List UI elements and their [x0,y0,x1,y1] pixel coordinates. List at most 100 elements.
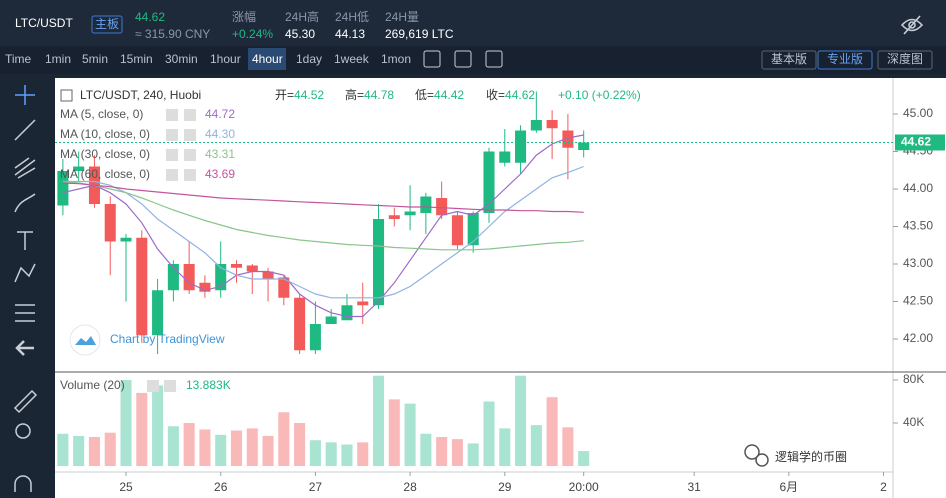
candle-body [309,324,321,351]
candle-body [152,290,164,336]
ma-settings[interactable] [166,129,178,141]
ma-legend-value: 44.30 [205,127,235,141]
ma-legend-value: 44.72 [205,107,235,121]
candle-body [325,316,337,324]
candle-body [420,196,432,213]
pattern-tool[interactable] [14,263,36,283]
volume-bar [325,442,337,467]
candle-body [562,130,574,148]
view-button[interactable] [877,50,933,70]
change-label: +0.10 (+0.22%) [558,88,641,102]
ma-remove[interactable] [184,149,196,161]
volume-bar [262,435,274,467]
stat-label: 涨幅 [232,9,256,24]
view-label: 专业版 [827,51,863,66]
zoom-tool[interactable] [15,423,31,439]
volume-remove[interactable] [164,380,176,392]
ohlc-item: 高=44.78 [345,87,394,102]
interval[interactable]: 30min [165,52,198,66]
time-tick-label: 25 [119,480,133,494]
ruler-tool[interactable] [13,389,38,414]
tool-panel [0,74,50,498]
chart-style-icon[interactable] [423,50,441,68]
candle-body [404,211,416,216]
view-label: 深度图 [887,51,923,66]
back-tool[interactable] [15,340,34,356]
volume-bar [499,428,511,467]
volume-bar [420,433,432,467]
volume-bar [278,412,290,467]
volume-bar [183,423,195,467]
ma-line [62,134,584,318]
ma-legend-name: MA (30, close, 0) [60,147,150,161]
pair: LTC/USDT [15,16,73,30]
magnet-tool[interactable] [14,475,32,492]
ma-line [62,182,584,213]
ma-settings[interactable] [166,149,178,161]
candle-body [372,219,385,306]
volume-settings[interactable] [147,380,159,392]
cny-price: ≈ 315.90 CNY [135,27,210,41]
price-tick-label: 44.00 [903,181,933,195]
ohlc-item: 收=44.62 [486,88,535,102]
screenshot-icon[interactable] [485,50,503,68]
volume-bar [294,423,306,467]
ma-line [62,180,584,251]
price-tick-label: 43.50 [903,219,933,233]
text-tool[interactable] [17,231,33,250]
volume-value: 13.883K [186,378,231,392]
measure-tool[interactable] [15,304,35,322]
last-price: 44.62 [135,10,165,24]
volume-bar [152,385,164,467]
time-tick-label: 31 [687,480,701,494]
view-button[interactable] [761,50,817,70]
badge: 主板 [95,17,119,31]
active-interval-bg [248,48,286,70]
ma-settings[interactable] [166,169,178,181]
stat-value: 45.30 [285,27,315,41]
candle-body [104,204,116,242]
volume-bar [88,436,100,467]
ma-remove[interactable] [184,169,196,181]
volume-bar [404,403,416,467]
collapse-box [60,89,73,102]
candle-body [167,264,179,291]
candle-body [499,151,511,163]
interval[interactable]: 1day [296,52,322,66]
brush-tool[interactable] [14,193,36,213]
interval[interactable]: 1hour [210,52,241,66]
fib-tool[interactable] [14,157,36,179]
tv-watermark: Chart by TradingView [110,332,225,346]
candle-body [451,215,463,246]
settings-icon[interactable] [454,50,472,68]
interval[interactable]: 1week [334,52,370,66]
volume-bar [372,375,385,467]
ma-legend-name: MA (60, close, 0) [60,167,150,181]
crosshair-tool[interactable] [15,85,35,105]
interval[interactable]: 5min [82,52,108,66]
eye-off-icon[interactable] [900,15,924,35]
time-tick-label: 2 [880,480,887,494]
interval[interactable]: Time [5,52,32,66]
view-button[interactable] [817,50,873,70]
time-tick-label: 26 [214,480,228,494]
price-tick-label: 42.50 [903,294,933,308]
trend-tool[interactable] [14,119,36,141]
tv-logo [69,324,101,356]
volume-bar [530,425,542,467]
ohlc-label: 收= [486,88,505,102]
ma-settings[interactable] [166,109,178,121]
interval[interactable]: 1mon [381,52,411,66]
ma-legend-name: MA (5, close, 0) [60,107,143,121]
volume-bar [515,375,527,467]
volume-bar [167,426,179,467]
ma-remove[interactable] [184,109,196,121]
ma-remove[interactable] [184,129,196,141]
interval[interactable]: 15min [120,52,153,66]
ma-legend-value: 43.69 [205,167,235,181]
ohlc-value: 44.78 [364,88,394,102]
interval[interactable]: 4hour [252,52,283,66]
interval[interactable]: 1min [45,52,71,66]
volume-bar [57,433,69,467]
